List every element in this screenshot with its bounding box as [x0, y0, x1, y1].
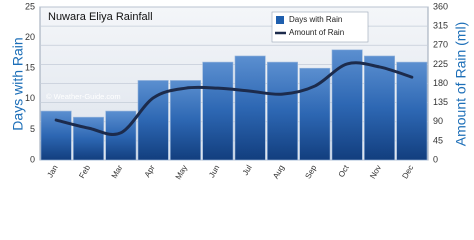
- x-tick-label: May: [174, 164, 189, 182]
- bar: [73, 116, 104, 161]
- x-tick-label: Jun: [207, 164, 221, 180]
- x-tick-label: Jan: [45, 164, 59, 180]
- y2-tick-label: 0: [433, 154, 438, 164]
- x-tick-label: Jul: [241, 163, 254, 177]
- chart: Days with Rain Amount of Rain (ml) 0 5 10 1…: [10, 1, 469, 182]
- y2-tick-label: 45: [433, 135, 443, 145]
- x-tick-label: Aug: [271, 164, 286, 181]
- y2-tick-label: 315: [433, 21, 448, 31]
- watermark: © Weather-Guide.com: [46, 92, 121, 101]
- y2-axis-title: Amount of Rain (ml): [453, 22, 469, 146]
- y-tick-label: 25: [25, 1, 35, 11]
- line: [54, 61, 414, 136]
- y2-tick-label: 90: [433, 116, 443, 126]
- x-tick-label: Feb: [77, 163, 92, 180]
- bar: [299, 67, 331, 161]
- y-tick-label: 5: [30, 124, 35, 134]
- x-tick-label: Nov: [368, 164, 383, 181]
- legend-label: Days with Rain: [289, 15, 342, 24]
- y2-tick-label: 180: [433, 78, 448, 88]
- y-axis-title: Days with Rain: [10, 37, 26, 130]
- x-tick-label: Mar: [110, 163, 125, 180]
- legend-box: [271, 11, 369, 43]
- x-tick-label: Apr: [143, 163, 157, 179]
- y2-tick-label: 270: [433, 40, 448, 50]
- y2-tick-label: 225: [433, 59, 448, 69]
- bar: [234, 55, 266, 161]
- y-tick-label: 20: [25, 32, 35, 42]
- x-tick-label: Sep: [303, 163, 318, 180]
- bar: [40, 110, 72, 161]
- bar: [331, 49, 363, 161]
- bar: [364, 55, 395, 161]
- y2-tick-label: 360: [433, 1, 448, 11]
- y-tick-label: 0: [30, 154, 35, 164]
- y-tick-label: 10: [25, 93, 35, 103]
- x-tick-label: Oct: [337, 163, 351, 179]
- legend-label: Amount of Rain: [289, 28, 344, 37]
- x-tick-label: Dec: [400, 164, 415, 181]
- bar: [267, 61, 298, 161]
- y-tick-label: 15: [25, 63, 35, 73]
- bar: [170, 80, 201, 161]
- chart-title: Nuwara Eliya Rainfall: [48, 11, 153, 23]
- legend-swatch: [276, 16, 284, 24]
- legend: Days with Rain Amount of Rain: [271, 11, 369, 43]
- y2-tick-label: 135: [433, 97, 448, 107]
- bar: [202, 61, 234, 161]
